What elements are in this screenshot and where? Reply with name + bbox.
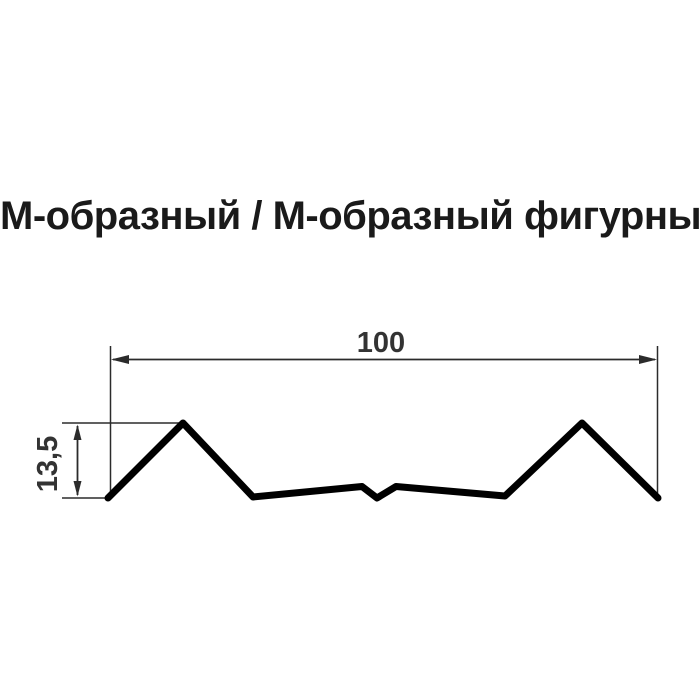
arrowhead-up-icon [73, 424, 82, 440]
dimension-width: 100 [109, 327, 659, 497]
arrowhead-down-icon [73, 481, 82, 497]
width-dimension-label: 100 [357, 327, 405, 359]
arrowhead-left-icon [111, 355, 129, 364]
height-dimension-label: 13,5 [32, 436, 64, 492]
arrowhead-right-icon [639, 355, 657, 364]
page-title: М-образный / М-образный фигурный [0, 194, 700, 238]
dimension-height: 13,5 [32, 422, 187, 499]
profile-outline [104, 419, 662, 502]
